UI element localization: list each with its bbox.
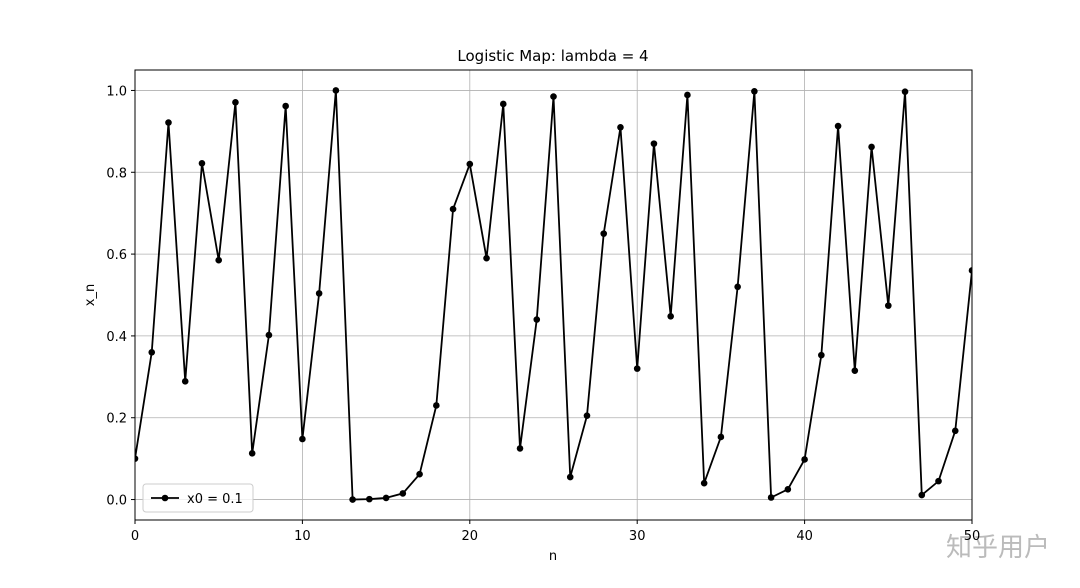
data-point — [282, 102, 289, 110]
x-tick-label: 50 — [964, 529, 981, 544]
data-point — [265, 331, 273, 339]
data-point — [165, 119, 172, 126]
data-point — [382, 494, 390, 502]
data-point — [366, 495, 373, 503]
data-point — [650, 140, 658, 147]
data-point — [901, 88, 909, 95]
data-point — [148, 348, 156, 356]
legend-label: x0 = 0.1 — [187, 492, 243, 507]
data-point — [784, 486, 792, 493]
y-tick-label: 0.6 — [106, 248, 127, 263]
data-point — [868, 143, 875, 151]
data-point — [299, 435, 306, 443]
data-point — [433, 402, 440, 409]
x-tick-label: 10 — [294, 529, 311, 544]
data-point — [215, 256, 222, 264]
legend-box — [142, 483, 254, 513]
data-point — [399, 490, 407, 497]
data-point — [717, 433, 725, 441]
y-tick-label: 0.0 — [106, 494, 127, 509]
data-point — [734, 283, 741, 291]
data-point — [332, 87, 340, 94]
y-tick-label: 0.8 — [106, 166, 127, 181]
data-point — [617, 123, 624, 131]
data-point — [566, 473, 574, 481]
data-point — [198, 159, 206, 167]
y-tick-label: 0.4 — [106, 330, 127, 345]
data-point — [918, 491, 926, 499]
data-point — [851, 367, 859, 374]
watermark: 知乎用户 — [946, 533, 1050, 563]
data-point — [700, 479, 708, 487]
data-point — [951, 427, 959, 435]
data-point — [818, 351, 825, 359]
y-axis-label: x_n — [83, 284, 98, 306]
data-point — [248, 450, 256, 457]
y-tick-label: 0.2 — [106, 412, 127, 427]
data-point — [834, 122, 842, 130]
data-point — [181, 378, 189, 385]
y-tick-label: 1.0 — [106, 84, 127, 99]
data-point — [968, 267, 972, 274]
data-point — [600, 230, 608, 237]
chart-title: Logistic Map: lambda = 4 — [457, 47, 648, 65]
data-point — [633, 365, 641, 372]
data-point — [449, 205, 457, 213]
data-point — [349, 496, 356, 503]
data-point — [935, 477, 942, 485]
x-tick-label: 30 — [629, 529, 646, 544]
data-point — [751, 87, 758, 95]
data-point — [767, 494, 775, 501]
data-point — [135, 455, 139, 462]
x-tick-label: 0 — [131, 529, 139, 544]
x-tick-label: 40 — [796, 529, 813, 544]
x-axis-label: n — [549, 549, 557, 564]
data-point — [499, 100, 507, 108]
data-point — [684, 91, 691, 99]
data-point — [885, 302, 892, 309]
data-point — [667, 312, 674, 320]
data-point — [583, 412, 591, 419]
data-point — [801, 456, 808, 463]
x-tick-label: 20 — [462, 529, 479, 544]
data-point — [533, 316, 541, 323]
data-point — [550, 93, 557, 100]
data-point — [315, 290, 323, 297]
data-point — [516, 445, 524, 452]
legend-marker — [161, 494, 169, 502]
data-point — [483, 254, 490, 262]
data-point — [466, 160, 474, 168]
plot-frame — [134, 69, 973, 521]
data-point — [416, 470, 423, 478]
data-point — [232, 99, 239, 106]
